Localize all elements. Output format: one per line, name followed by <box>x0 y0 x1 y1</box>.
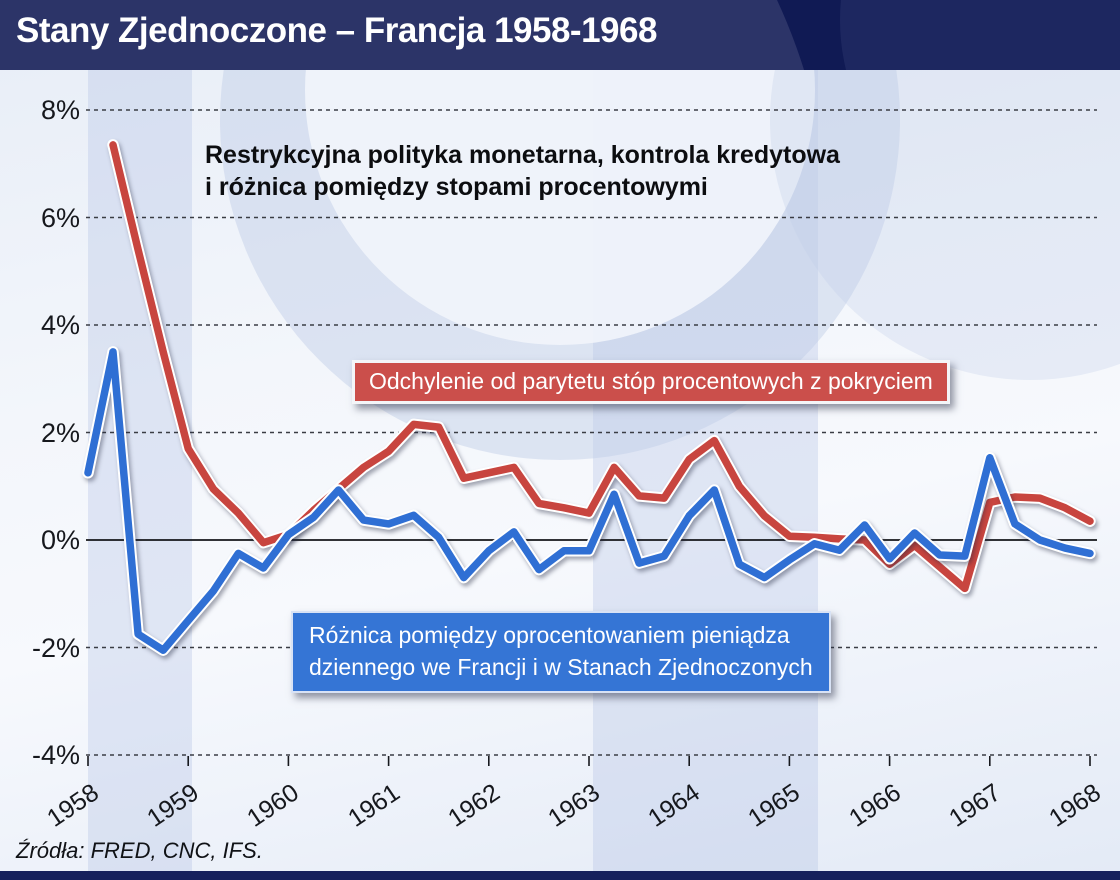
header-watermark-circle <box>0 0 830 70</box>
legend-red-series: Odchylenie od parytetu stóp procentowych… <box>352 360 950 404</box>
y-axis-label: -4% <box>31 740 80 770</box>
legend-blue-series: Różnica pomiędzy oprocentowaniem pieniąd… <box>291 611 831 693</box>
y-axis-label: 6% <box>40 202 80 233</box>
header-bar: Stany Zjednoczone – Francja 1958-1968 <box>0 0 1120 70</box>
header-watermark-circle-right <box>840 0 1120 70</box>
y-axis-label: 8% <box>40 95 80 125</box>
y-axis-label: 4% <box>40 310 80 340</box>
legend-blue-line1: Różnica pomiędzy oprocentowaniem pieniąd… <box>309 622 790 648</box>
y-axis-label: 2% <box>40 417 80 448</box>
bottom-bar <box>0 871 1120 880</box>
y-axis-label: 0% <box>40 525 80 555</box>
chart-annotation-line2: i różnica pomiędzy stopami procentowymi <box>205 173 708 201</box>
legend-blue-line2: dziennego we Francji i w Stanach Zjednoc… <box>309 654 813 680</box>
y-axis-label: -2% <box>31 632 80 663</box>
background-band-left <box>88 70 192 872</box>
chart-title: Stany Zjednoczone – Francja 1958-1968 <box>16 11 657 50</box>
chart-annotation: Restrykcyjna polityka monetarna, kontrol… <box>205 139 840 203</box>
blue-series-line <box>82 346 1096 656</box>
chart-annotation-line1: Restrykcyjna polityka monetarna, kontrol… <box>205 141 840 169</box>
red-series-line <box>107 139 1096 595</box>
source-note: Źródła: FRED, CNC, IFS. <box>16 838 263 863</box>
